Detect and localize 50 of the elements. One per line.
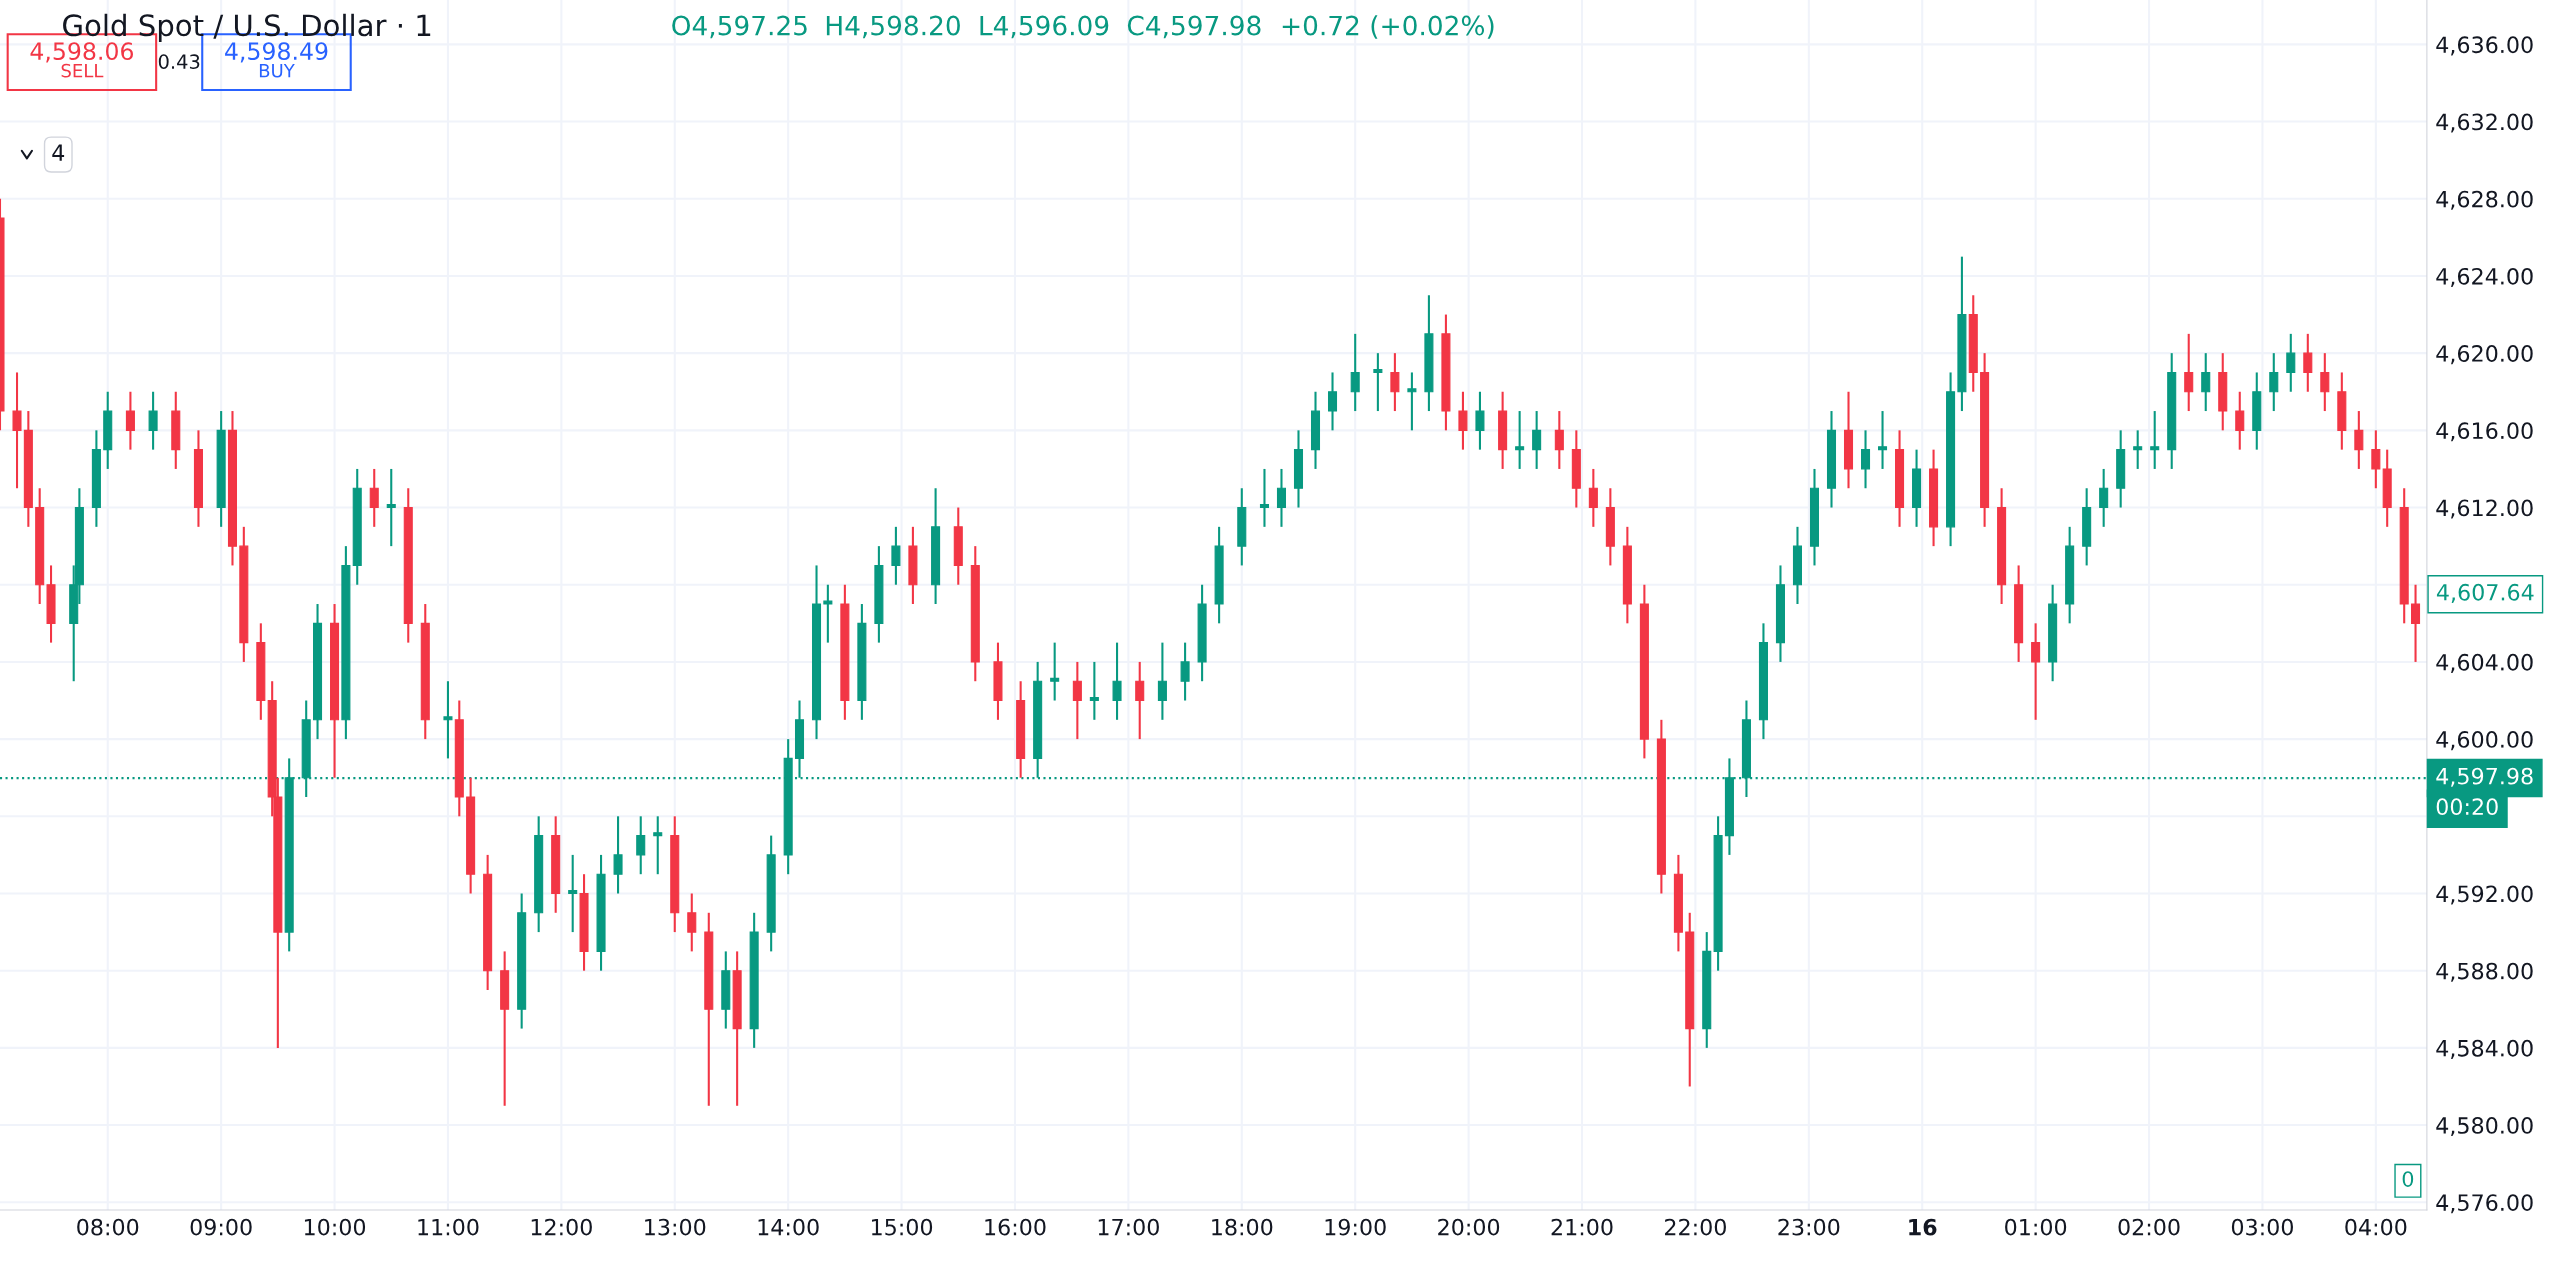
ref-line-label: 4,597.98 (2436, 767, 2533, 787)
y-tick-label: 4,604.00 (2436, 653, 2533, 673)
x-tick-label: 09:00 (190, 1218, 252, 1236)
x-tick-label: 14:00 (758, 1218, 819, 1236)
x-tick-label: 13:00 (645, 1218, 706, 1236)
x-tick-label: 23:00 (1778, 1218, 1840, 1236)
x-tick-label: 02:00 (2118, 1218, 2180, 1236)
x-tick-label: 17:00 (1098, 1218, 1159, 1236)
y-tick-label: 4,616.00 (2436, 422, 2533, 442)
x-tick-label: 16 (1909, 1218, 1937, 1236)
annotation: 4 (52, 144, 65, 161)
x-tick-label: 12:00 (531, 1218, 592, 1236)
y-tick-label: 4,612.00 (2436, 499, 2533, 519)
x-tick-label: 22:00 (1665, 1218, 1726, 1236)
x-tick-label: 19:00 (1325, 1218, 1386, 1236)
y-tick-label: 4,632.00 (2436, 113, 2533, 133)
x-tick-label: 04:00 (2345, 1218, 2407, 1236)
annotation: 0.43 (158, 54, 200, 69)
y-tick-label: 4,584.00 (2436, 1039, 2533, 1059)
y-tick-label: 4,588.00 (2436, 962, 2533, 982)
x-tick-label: 16:00 (985, 1218, 1046, 1236)
annotation: 4,598.49 (225, 42, 328, 63)
annotation: 4,598.06 (30, 42, 134, 63)
x-tick-label: 10:00 (304, 1218, 366, 1236)
x-tick-label: 21:00 (1551, 1218, 1613, 1236)
y-tick-label: 4,592.00 (2436, 885, 2533, 905)
y-tick-label: 4,628.00 (2436, 190, 2533, 210)
y-tick-label: 4,636.00 (2436, 36, 2533, 56)
y-tick-label: 4,624.00 (2436, 267, 2533, 287)
annotation: H4,598.20 (826, 15, 960, 39)
annotation: SELL (61, 63, 104, 78)
annotation: C4,597.98 (1127, 15, 1261, 39)
y-tick-label: 4,600.00 (2436, 731, 2533, 751)
y-tick-label: 4,580.00 (2436, 1117, 2533, 1137)
x-tick-label: 08:00 (77, 1218, 139, 1236)
text: 4,607.64 (2436, 583, 2534, 603)
y-tick-label: 4,620.00 (2436, 345, 2533, 365)
y-tick-label: 4,576.00 (2436, 1194, 2533, 1214)
x-tick-label: 15:00 (871, 1218, 933, 1236)
x-tick-label: 01:00 (2005, 1218, 2067, 1236)
text: 00:20 (2436, 798, 2498, 816)
x-tick-label: 20:00 (1438, 1218, 1500, 1236)
x-tick-label: 18:00 (1212, 1218, 1273, 1236)
annotation: L4,596.09 (980, 15, 1109, 39)
x-tick-label: 03:00 (2231, 1218, 2293, 1236)
x-tick-label: 11:00 (418, 1218, 479, 1236)
annotation: +0.72 (+0.02%) (1282, 15, 1494, 39)
annotation: BUY (259, 64, 295, 78)
annotation: 0 (2402, 1171, 2414, 1187)
annotation: O4,597.25 (672, 15, 807, 39)
